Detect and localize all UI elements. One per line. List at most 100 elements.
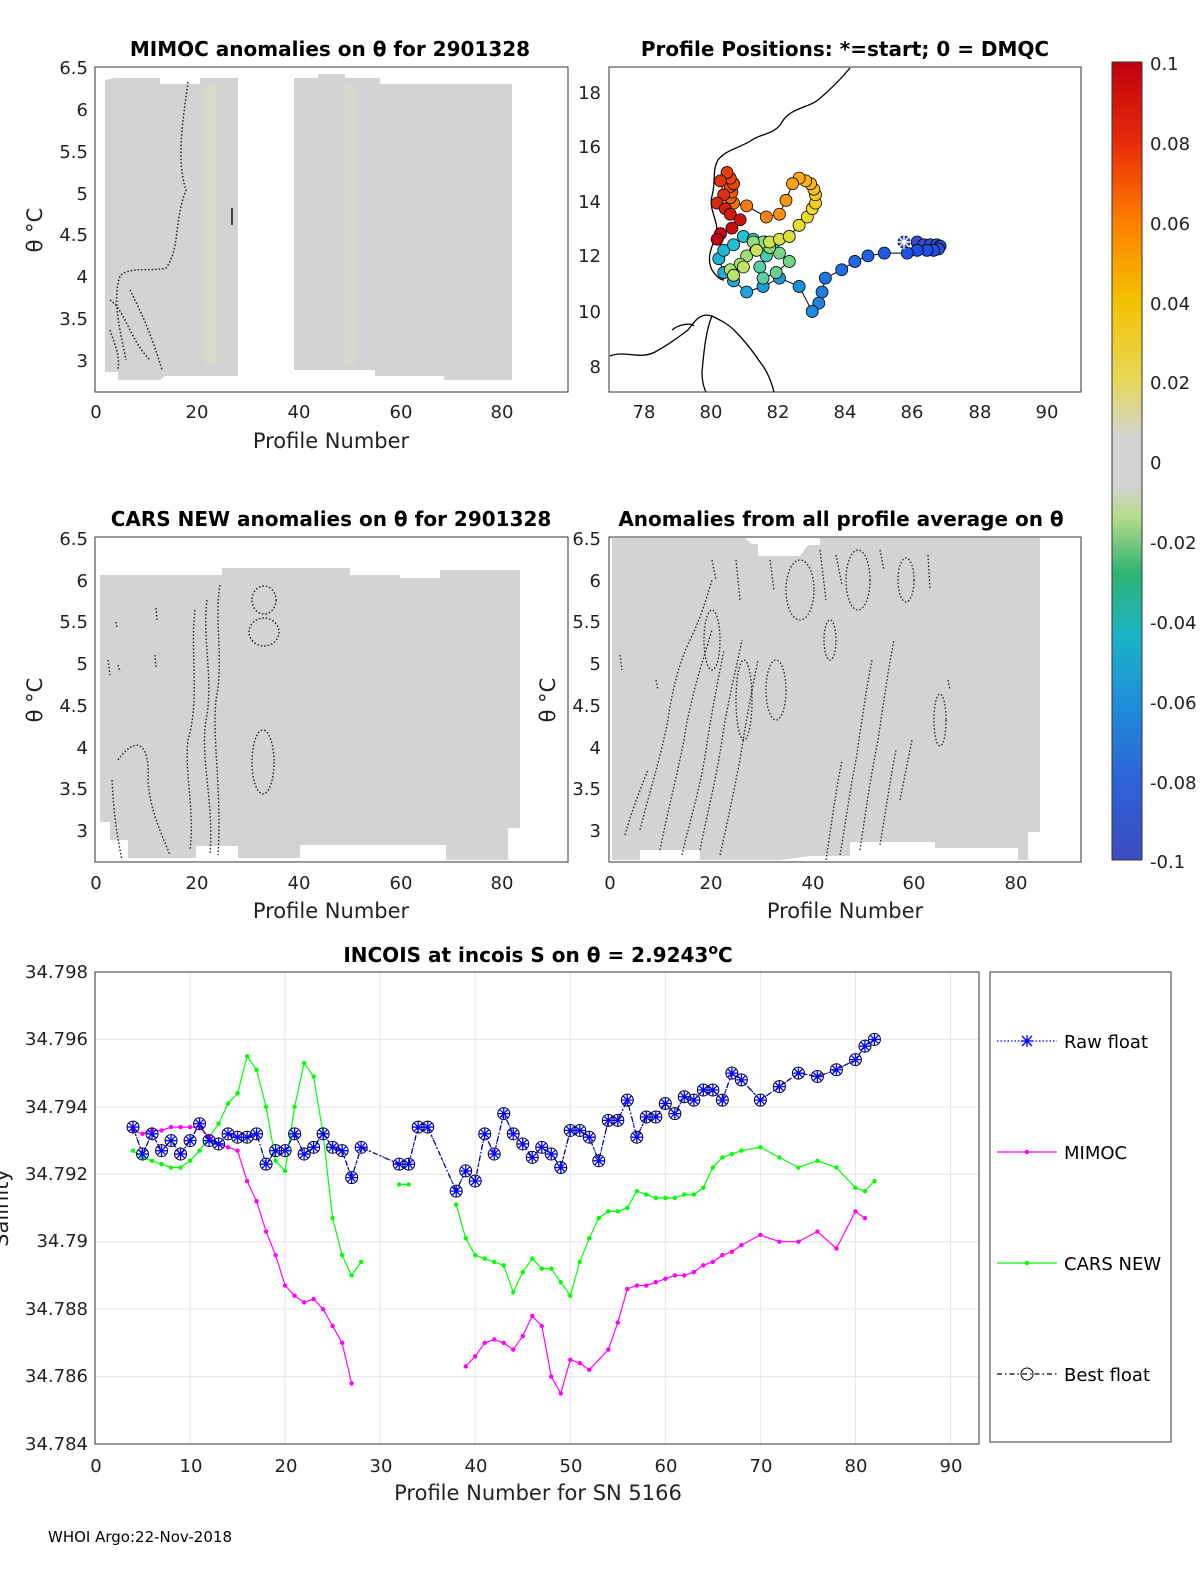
data-point-raw-float [241, 1131, 254, 1144]
data-point-raw-float [203, 1134, 216, 1147]
data-point-cars-new [596, 1215, 601, 1221]
data-point-raw-float [659, 1097, 672, 1110]
data-point-raw-float [136, 1148, 149, 1161]
profile-position-point [756, 271, 770, 285]
data-point-cars-new [587, 1236, 592, 1241]
profile-position-point [782, 255, 796, 268]
data-point-cars-new [520, 1269, 525, 1275]
incois-xlabel: Profile Number for SN 5166 [394, 1481, 682, 1505]
colorbar-tick: -0.08 [1150, 773, 1197, 794]
data-point-mimoc [168, 1124, 174, 1130]
data-point-mimoc [701, 1263, 706, 1268]
series-line-mimoc [465, 1210, 866, 1395]
data-point-raw-float [868, 1033, 881, 1046]
data-point-cars-new [577, 1259, 582, 1265]
data-point-mimoc [615, 1320, 620, 1325]
colorbar-gradient [1111, 61, 1143, 861]
data-point-raw-float [592, 1154, 605, 1167]
data-point-mimoc [720, 1253, 725, 1258]
data-point-raw-float [535, 1141, 548, 1154]
cars-ytick: 4.5 [59, 696, 88, 717]
incois-xtick: 40 [465, 1456, 488, 1477]
profile-position-point [812, 296, 826, 310]
legend-box [989, 971, 1172, 1443]
map-panel: Profile Positions: *=start; 0 = DMQC 8 1… [578, 37, 1082, 423]
legend-raw-label: Raw float [1064, 1032, 1148, 1053]
map-title: Profile Positions: *=start; 0 = DMQC [641, 37, 1049, 61]
data-point-cars-new [311, 1074, 316, 1079]
data-point-raw-float [792, 1067, 805, 1080]
series-line-cars-new [132, 1054, 362, 1277]
data-point-mimoc [520, 1333, 525, 1339]
start-marker [897, 235, 911, 249]
data-point-mimoc [311, 1296, 316, 1302]
data-point-raw-float [355, 1141, 368, 1154]
data-point-raw-float [687, 1094, 700, 1107]
data-point-mimoc [254, 1199, 259, 1204]
data-point-mimoc [663, 1276, 668, 1282]
data-point-cars-new [273, 1158, 278, 1164]
data-point-mimoc [263, 1229, 269, 1234]
colorbar-tick: -0.02 [1150, 533, 1197, 554]
data-point-cars-new [358, 1259, 364, 1265]
cars-ytick: 5 [77, 654, 88, 675]
coastline [609, 67, 851, 393]
data-point-raw-float [450, 1185, 463, 1198]
legend-entry-raw: Raw float [997, 1032, 1148, 1053]
data-point-cars-new [777, 1155, 782, 1160]
data-point-mimoc [577, 1360, 582, 1366]
data-point-raw-float [155, 1144, 168, 1157]
data-point-raw-float [279, 1144, 292, 1157]
colorbar-tick: 0.1 [1150, 54, 1179, 75]
legend-mimoc-label: MIMOC [1064, 1143, 1127, 1164]
data-point-cars-new [663, 1195, 668, 1201]
data-point-raw-float [583, 1131, 596, 1144]
data-point-raw-float [298, 1148, 311, 1161]
incois-title-sup: o [708, 942, 718, 958]
data-point-mimoc [710, 1259, 716, 1265]
data-point-raw-float [421, 1121, 434, 1134]
profile-position-point [740, 199, 754, 213]
cars-yticks: 6.5 6 5.5 5 4.5 4 3.5 3 [59, 529, 88, 842]
data-point-raw-float [497, 1107, 510, 1120]
mimoc-yticks: 6.5 6 5.5 5 4.5 4 3.5 3 [59, 58, 88, 372]
data-point-cars-new [815, 1158, 820, 1164]
data-point-mimoc [178, 1124, 183, 1130]
data-point-raw-float [459, 1164, 472, 1177]
data-point-cars-new [644, 1192, 649, 1197]
incois-ytick: 34.786 [25, 1366, 88, 1387]
series-mimoc [130, 1124, 868, 1396]
map-yticks: 8 10 12 14 16 18 [578, 83, 601, 378]
incois-ytick: 34.794 [25, 1097, 88, 1118]
data-point-raw-float [165, 1134, 178, 1147]
data-point-raw-float [345, 1171, 358, 1184]
mimoc-xticks: 0 20 40 60 80 [90, 402, 513, 423]
incois-title: INCOIS at incois S on θ = 2.9243oC [343, 942, 732, 967]
data-point-mimoc [644, 1283, 649, 1288]
map-ytick: 10 [578, 302, 601, 323]
data-point-cars-new [349, 1273, 354, 1278]
data-point-mimoc [587, 1367, 592, 1373]
mimoc-frame [94, 66, 569, 393]
map-ytick: 18 [578, 83, 601, 104]
data-point-raw-float [222, 1127, 235, 1140]
data-point-raw-float [127, 1121, 140, 1134]
profile-position-point [723, 207, 737, 221]
data-point-mimoc [558, 1391, 563, 1396]
data-point-raw-float [811, 1070, 824, 1083]
incois-frame [94, 971, 980, 1445]
profile-position-point [900, 246, 914, 260]
data-point-mimoc [463, 1364, 468, 1369]
incois-ytick: 34.798 [25, 962, 88, 983]
incois-xtick: 90 [940, 1456, 963, 1477]
profile-position-point [877, 246, 891, 260]
allprof-ytick: 5 [590, 654, 601, 675]
data-point-raw-float [336, 1144, 349, 1157]
cars-ytick: 6.5 [59, 529, 88, 550]
data-point-mimoc [292, 1293, 297, 1298]
data-point-raw-float [478, 1127, 491, 1140]
data-point-cars-new [701, 1185, 706, 1190]
incois-yticks: 34.784 34.786 34.788 34.79 34.792 34.794… [25, 962, 88, 1455]
data-point-mimoc [729, 1249, 735, 1255]
data-point-raw-float [849, 1053, 862, 1066]
